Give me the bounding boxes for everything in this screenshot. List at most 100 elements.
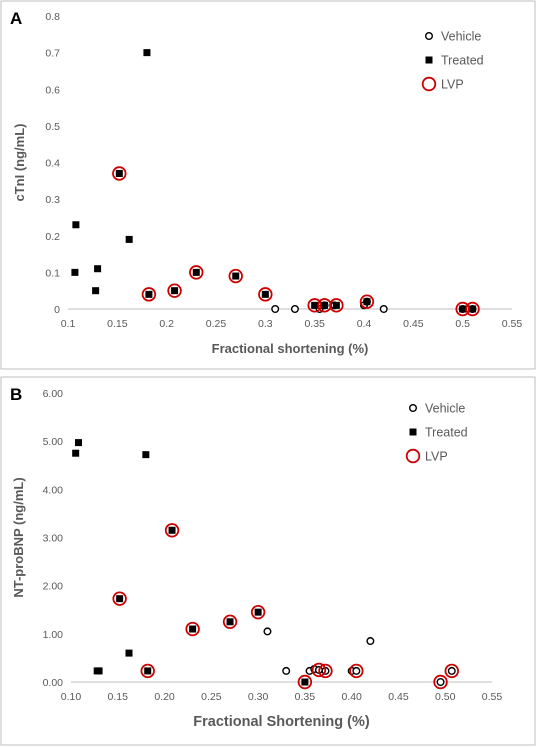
treated-point <box>94 265 102 273</box>
y-tick-label: 0.8 <box>45 11 60 23</box>
cTnI-scatter-chart: A0.1 0.15 0.2 0.25 0.3 0.35 0.4 0.45 0.5 0.5500.1… <box>0 0 536 370</box>
treated-point <box>72 221 80 229</box>
x-tick-label: 0.5 <box>455 318 470 330</box>
x-tick-label: 0.25 <box>206 318 227 330</box>
x-tick-label: 0.3 <box>258 318 273 330</box>
lvp-point <box>329 298 344 313</box>
y-tick-label: 0.7 <box>45 48 60 60</box>
y-tick-label: 0.3 <box>45 194 60 206</box>
lvp-point <box>359 294 375 309</box>
x-tick-label: 0.35 <box>295 691 316 703</box>
treated-point <box>192 268 200 276</box>
x-tick-label: 0.45 <box>403 318 424 330</box>
treated-point <box>95 667 103 675</box>
legend-treated-marker <box>409 428 417 436</box>
panel-label: A <box>10 9 22 28</box>
treated-point <box>74 439 82 447</box>
treated-point <box>332 301 340 309</box>
treated-point <box>254 608 262 616</box>
x-tick-label: 0.45 <box>388 691 409 703</box>
treated-point <box>72 449 80 457</box>
x-tick-label: 0.1 <box>61 318 76 330</box>
treated-point <box>171 287 179 295</box>
x-axis-title: Fractional Shortening (%) <box>193 714 370 730</box>
lvp-point <box>311 662 327 678</box>
treated-point <box>92 287 100 295</box>
x-tick-label: 0.20 <box>154 691 175 703</box>
y-tick-label: 5.00 <box>43 436 64 448</box>
treated-point <box>115 169 123 177</box>
y-tick-label: 0.2 <box>45 231 60 243</box>
treated-point <box>143 49 151 57</box>
vehicle-point <box>290 305 299 314</box>
lvp-point <box>189 265 204 280</box>
y-tick-label: 4.00 <box>43 484 64 496</box>
x-tick-label: 0.35 <box>304 318 325 330</box>
x-tick-label: 0.2 <box>159 318 174 330</box>
x-tick-label: 0.40 <box>341 691 362 703</box>
treated-point <box>226 618 234 626</box>
vehicle-point <box>263 627 272 636</box>
treated-point <box>232 272 240 280</box>
vehicle-point <box>282 666 291 675</box>
lvp-point <box>167 283 182 298</box>
vehicle-point <box>447 666 456 675</box>
lvp-point <box>455 301 470 317</box>
treated-point <box>145 290 153 298</box>
y-tick-label: 0.6 <box>45 84 60 96</box>
legend-vehicle-marker <box>409 404 418 413</box>
chart-panel-b: B 0.10 0.15 0.20 0.25 0.30 0.35 0.40 0.45 0.50 0.5… <box>0 376 536 746</box>
legend-label: Vehicle <box>425 402 465 416</box>
vehicle-point <box>271 305 280 314</box>
treated-point <box>144 667 152 675</box>
lvp-point <box>433 674 448 690</box>
treated-point <box>125 649 133 657</box>
y-axis-title: NT-proBNP (ng/mL) <box>11 477 26 597</box>
x-tick-label: 0.55 <box>502 318 523 330</box>
legend-label: Vehicle <box>441 30 481 44</box>
vehicle-point <box>352 666 361 675</box>
treated-point <box>142 451 150 459</box>
panel-label: B <box>10 385 22 404</box>
legend-lvp-marker <box>405 448 421 464</box>
x-tick-label: 0.15 <box>107 318 128 330</box>
vehicle-point <box>436 678 445 687</box>
NT-proBNP-scatter-chart: B 0.10 0.15 0.20 0.25 0.30 0.35 0.40 0.45 0.50 0.5… <box>0 376 536 746</box>
y-tick-label: 6.00 <box>43 388 64 400</box>
treated-point <box>71 268 79 276</box>
panel-frame <box>0 0 536 370</box>
legend-lvp-marker <box>421 76 437 92</box>
treated-point <box>311 301 319 309</box>
treated-point <box>459 305 467 313</box>
lvp-point <box>228 268 243 284</box>
lvp-point <box>444 663 459 679</box>
treated-point <box>301 678 309 686</box>
x-axis-title: Fractional shortening (%) <box>212 341 369 356</box>
treated-point <box>469 305 477 313</box>
y-tick-label: 3.00 <box>43 533 64 545</box>
x-tick-label: 0.4 <box>357 318 372 330</box>
treated-point <box>189 625 197 633</box>
lvp-point <box>297 674 313 690</box>
lvp-point <box>164 523 180 538</box>
treated-point <box>363 298 371 306</box>
treated-point <box>261 290 269 298</box>
x-tick-label: 0.25 <box>201 691 222 703</box>
y-tick-label: 0 <box>54 304 60 316</box>
vehicle-point <box>366 637 375 646</box>
lvp-point <box>250 604 266 620</box>
x-tick-label: 0.50 <box>435 691 456 703</box>
treated-point <box>125 235 133 243</box>
treated-point <box>168 526 176 534</box>
lvp-point <box>141 287 157 302</box>
legend-vehicle-marker <box>425 32 434 41</box>
lvp-point <box>465 301 480 317</box>
x-tick-label: 0.10 <box>61 691 82 703</box>
lvp-point <box>112 166 127 181</box>
lvp-point <box>185 621 200 637</box>
lvp-point <box>349 663 364 679</box>
lvp-point <box>140 663 155 679</box>
lvp-point <box>222 614 238 629</box>
legend-treated-marker <box>425 56 433 64</box>
y-axis-title: cTnI (ng/mL) <box>12 124 27 202</box>
